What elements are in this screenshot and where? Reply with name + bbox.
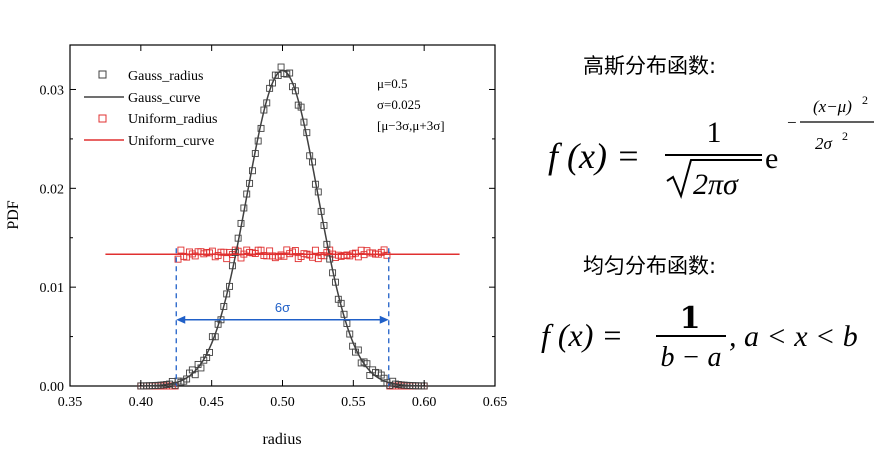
gauss-radius-point xyxy=(269,79,276,87)
span-label: 6σ xyxy=(275,300,290,315)
uniform-radius-point xyxy=(311,246,319,254)
legend-uniform-radius-label: Uniform_radius xyxy=(128,112,217,127)
y-axis-label: PDF xyxy=(5,200,22,229)
y-tick-label: 0.02 xyxy=(40,182,65,197)
plot-area: 6σ 0.35 0.40 0.45 0.50 0.55 0.60 0.65 0.00 0.01… xyxy=(40,44,508,410)
gauss-formula-lhs: f (x) = xyxy=(548,136,640,176)
legend-uniform-radius-marker xyxy=(98,114,107,123)
legend-gauss-radius-label: Gauss_radius xyxy=(128,69,203,84)
arrow-head-right-icon xyxy=(379,315,389,324)
y-tick-label: 0.03 xyxy=(40,83,65,98)
gauss-formula-exp-numerator-power: 2 xyxy=(862,93,868,107)
sqrt-sign-icon xyxy=(666,159,762,200)
legend-gauss-radius-marker xyxy=(98,70,107,79)
interval-annotation: [μ−3σ,μ+3σ] xyxy=(377,118,445,133)
y-tick-label: 0.00 xyxy=(40,380,65,395)
gauss-formula-denominator: 2πσ xyxy=(693,168,739,201)
gauss-radius-point xyxy=(277,63,285,71)
uniform-radius-point xyxy=(383,251,391,259)
legend-gauss-curve-label: Gauss_curve xyxy=(128,91,200,106)
gauss-formula-exp-sign: − xyxy=(787,113,797,132)
gauss-radius-point xyxy=(346,330,354,338)
gauss-formula-base: e xyxy=(765,142,778,175)
x-tick-label: 0.65 xyxy=(483,395,508,410)
gauss-formula-exp-numerator: (x−μ) xyxy=(813,97,852,116)
x-tick-label: 0.60 xyxy=(412,395,437,410)
sigma-annotation: σ=0.025 xyxy=(377,97,421,112)
y-axis-ticks: 0.00 0.01 0.02 0.03 xyxy=(40,83,495,395)
x-axis-label: radius xyxy=(262,431,301,448)
gauss-curve-line xyxy=(140,69,425,387)
legend-uniform-curve-label: Uniform_curve xyxy=(128,134,214,149)
six-sigma-annotation: 6σ xyxy=(175,248,390,386)
uniform-formula-denominator: b − a xyxy=(661,342,722,373)
legend: Gauss_radius Gauss_curve Uniform_radius … xyxy=(84,69,217,149)
mu-annotation: μ=0.5 xyxy=(377,76,408,91)
gauss-formula-numerator: 1 xyxy=(707,116,722,149)
uniform-formula-tail: , a < x < b xyxy=(729,320,858,353)
x-tick-label: 0.35 xyxy=(58,395,83,410)
x-tick-label: 0.45 xyxy=(199,395,224,410)
gauss-formula: f (x) = 1 2πσ e − (x−μ) 2 2σ 2 xyxy=(548,93,874,201)
uniform-formula-lhs: f (x) = xyxy=(541,317,623,353)
uniform-radius-point xyxy=(177,246,185,254)
parameter-annotations: μ=0.5 σ=0.025 [μ−3σ,μ+3σ] xyxy=(377,76,445,133)
uniform-formula-numerator: 1 xyxy=(680,301,701,336)
x-tick-label: 0.40 xyxy=(129,395,154,410)
gauss-function-title: 高斯分布函数: xyxy=(583,54,717,78)
arrow-head-left-icon xyxy=(176,315,186,324)
uniform-radius-point xyxy=(223,255,231,263)
uniform-formula: f (x) = 1 b − a , a < x < b xyxy=(541,301,858,373)
y-tick-label: 0.01 xyxy=(40,281,65,296)
gauss-formula-exp-denominator: 2σ xyxy=(815,134,833,153)
uniform-function-title: 均匀分布函数: xyxy=(583,254,717,278)
x-axis-ticks: 0.35 0.40 0.45 0.50 0.55 0.60 0.65 xyxy=(58,45,508,410)
x-tick-label: 0.50 xyxy=(270,395,295,410)
gauss-radius-point xyxy=(291,87,299,95)
x-tick-label: 0.55 xyxy=(341,395,366,410)
gauss-formula-exp-denominator-power: 2 xyxy=(842,129,848,143)
